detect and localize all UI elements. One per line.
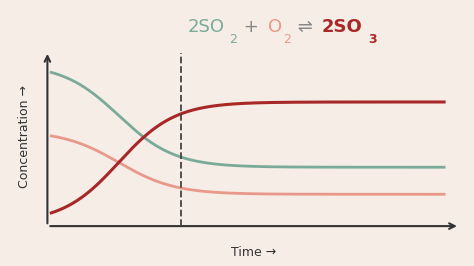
Text: 2SO: 2SO — [187, 18, 224, 36]
Text: Concentration →: Concentration → — [18, 85, 31, 189]
Text: 2: 2 — [283, 32, 291, 45]
Text: O: O — [267, 18, 282, 36]
Text: +: + — [238, 18, 264, 36]
Text: Time →: Time → — [231, 246, 276, 259]
Text: 2: 2 — [229, 32, 237, 45]
Text: 3: 3 — [368, 32, 376, 45]
Text: ⇌: ⇌ — [292, 18, 319, 36]
Text: 2SO: 2SO — [322, 18, 363, 36]
